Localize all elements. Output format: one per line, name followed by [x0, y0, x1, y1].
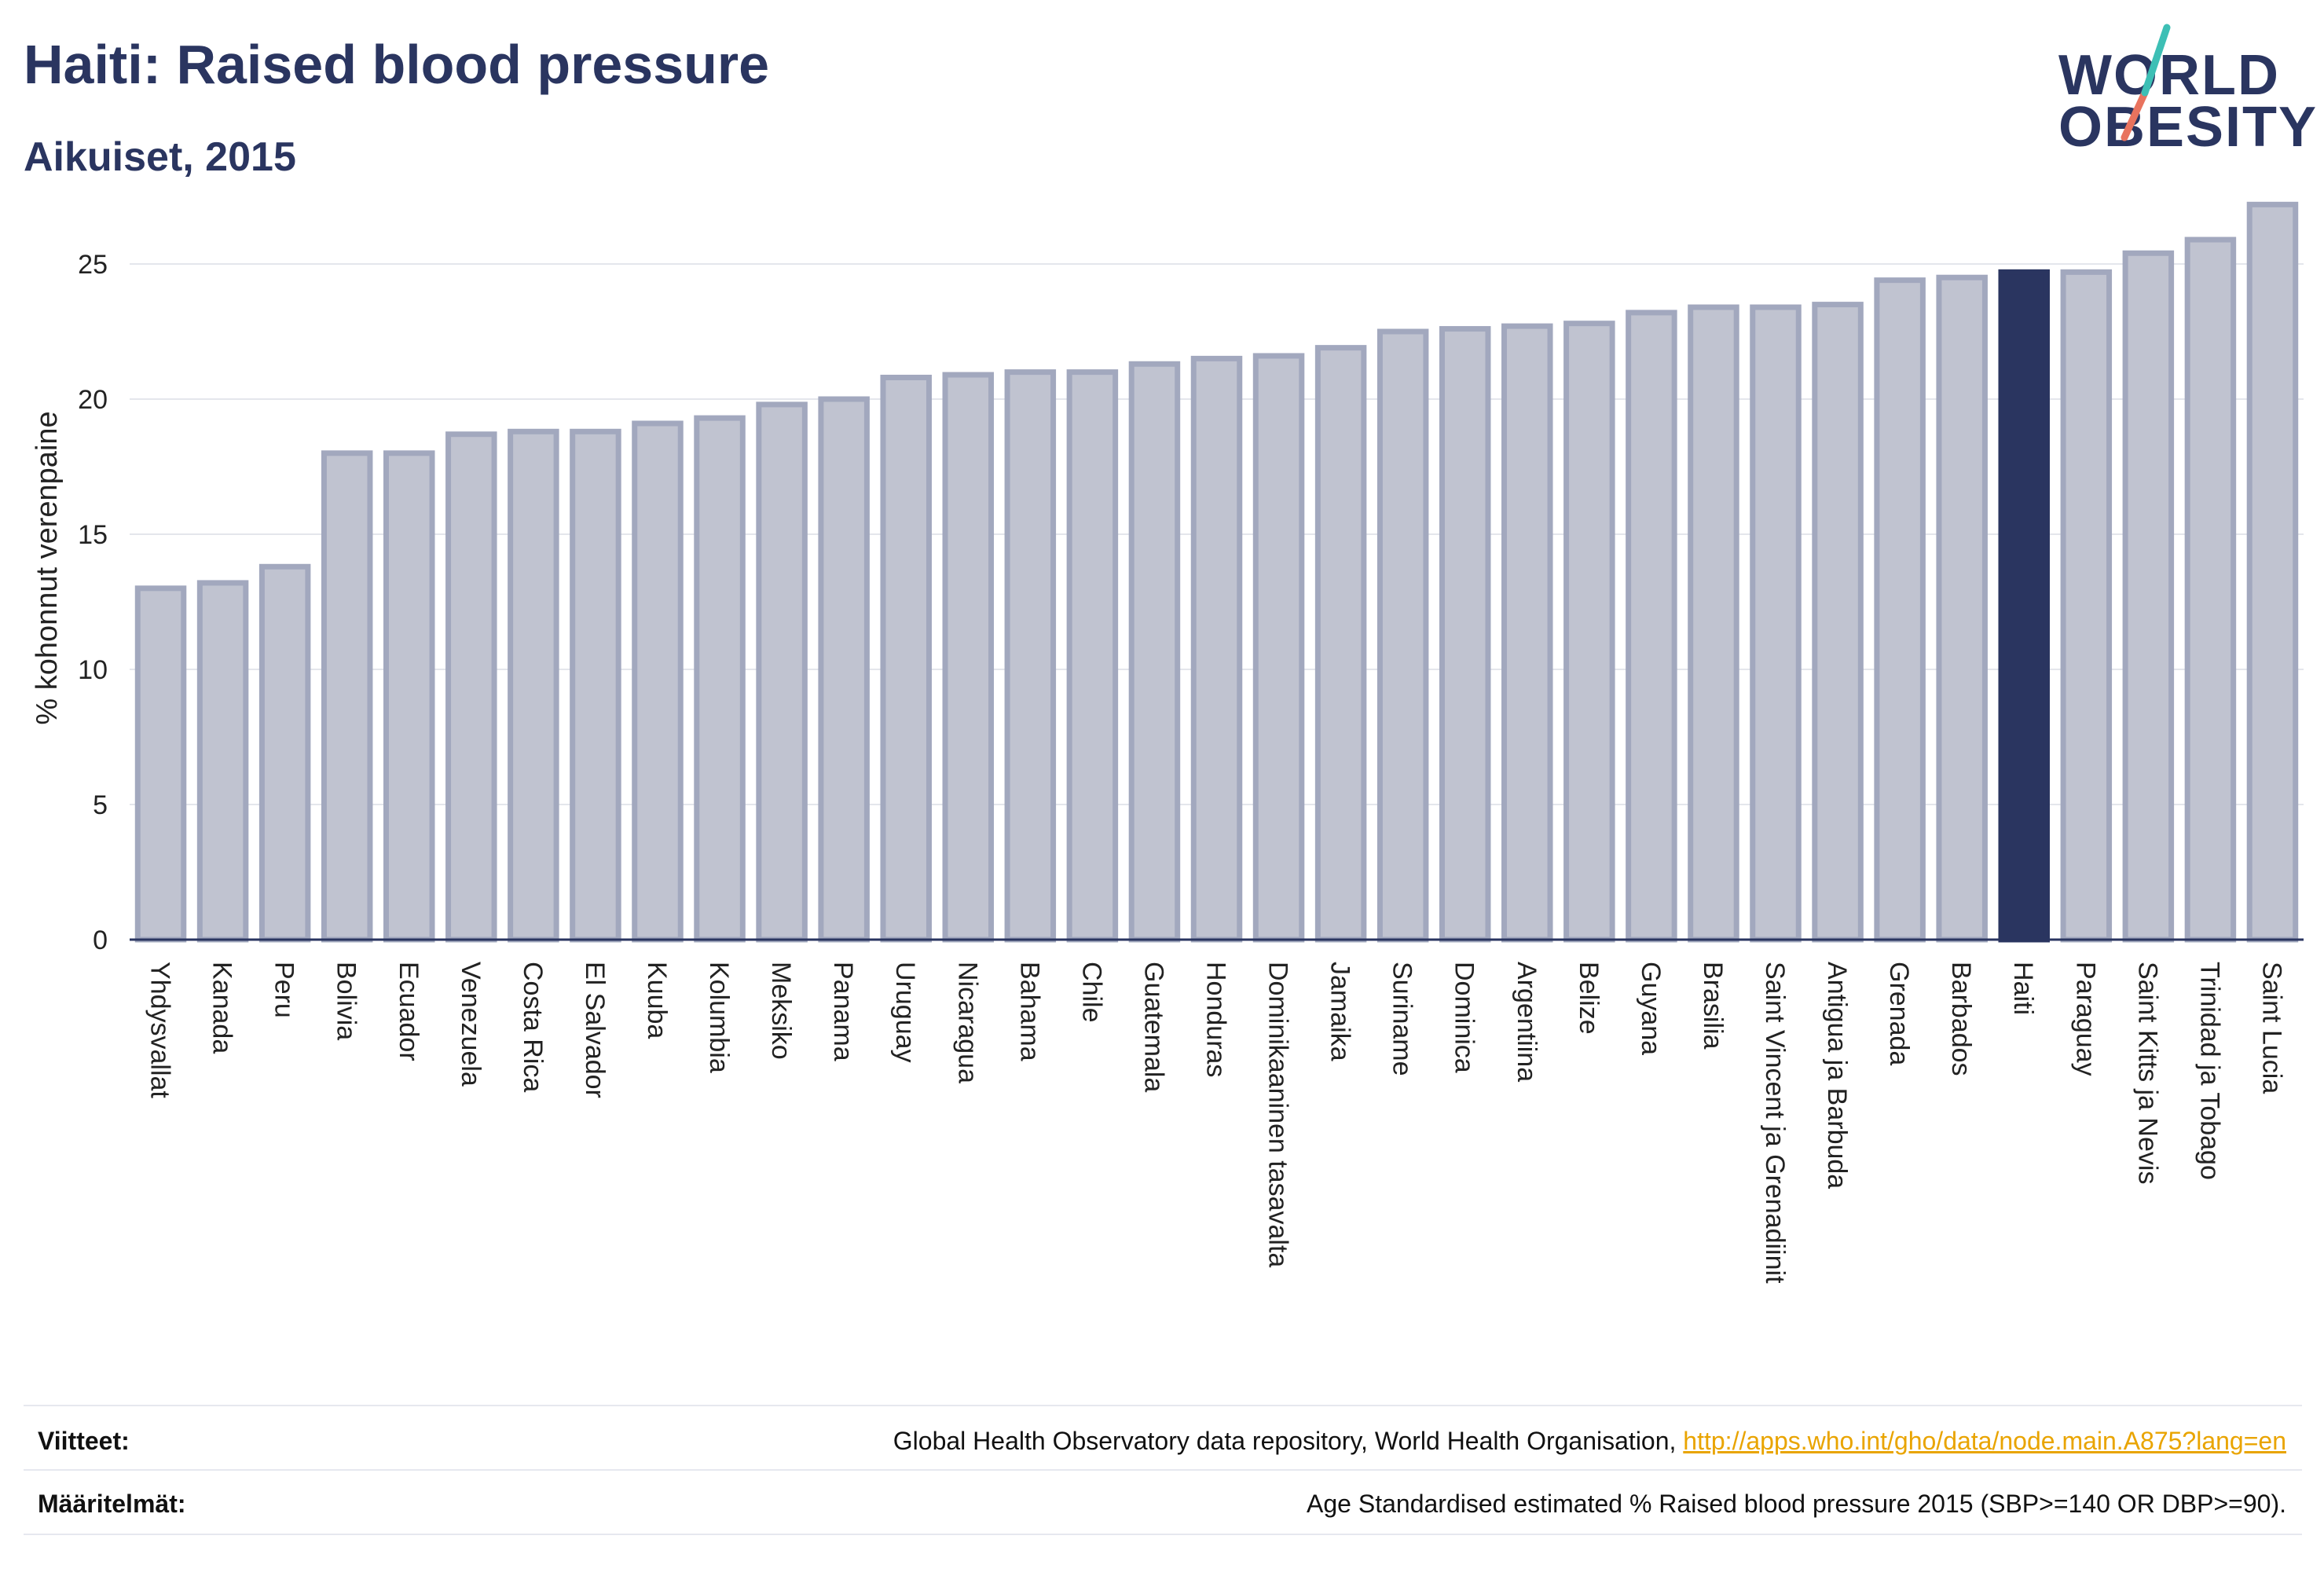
x-tick-label: Haiti: [2008, 962, 2038, 1015]
x-tick-label: Saint Kitts ja Nevis: [2132, 962, 2162, 1184]
bar: [1750, 304, 1802, 943]
x-tick-label: Belize: [1574, 962, 1604, 1035]
y-tick-label: 10: [78, 655, 108, 685]
definitions-label: Määritelmät:: [38, 1490, 186, 1518]
x-tick-label: Bolivia: [332, 962, 361, 1040]
logo-word-obesity: OBESITY: [2058, 96, 2319, 159]
bar: [1936, 274, 1988, 943]
x-tick-label: Kuuba: [642, 962, 672, 1039]
x-tick-label: Guatemala: [1138, 962, 1168, 1092]
bar: [258, 563, 311, 943]
definitions-text: Age Standardised estimated % Raised bloo…: [1307, 1490, 2286, 1518]
x-tick-label: Argentiina: [1512, 962, 1541, 1082]
footer-divider-top: [24, 1405, 2302, 1406]
bar-highlight: [1998, 269, 2050, 943]
bar: [570, 428, 621, 943]
bar: [383, 450, 435, 943]
x-tick-label: Nicaragua: [952, 962, 982, 1083]
x-tick-label: Uruguay: [890, 962, 920, 1063]
world-obesity-logo: WORLD OBESITY: [2043, 24, 2316, 165]
x-tick-label: Suriname: [1387, 962, 1417, 1076]
x-tick-label: Grenada: [1884, 962, 1914, 1065]
logo-word-world: WORLD: [2058, 44, 2280, 107]
bar: [321, 450, 373, 943]
x-tick-label: Dominica: [1450, 962, 1479, 1073]
x-tick-label: Guyana: [1636, 962, 1666, 1055]
x-tick-label: Barbados: [1946, 962, 1976, 1076]
bar: [2246, 201, 2299, 943]
bar: [1066, 369, 1119, 943]
chart-title: Haiti: Raised blood pressure: [24, 34, 770, 95]
sources-link[interactable]: http://apps.who.int/gho/data/node.main.A…: [1683, 1427, 2286, 1455]
y-tick-label: 25: [78, 250, 108, 280]
x-tick-label: Brasilia: [1698, 962, 1728, 1050]
bar: [1128, 361, 1181, 943]
bar: [508, 428, 559, 943]
bar: [1501, 323, 1553, 943]
x-tick-label: Panama: [828, 962, 858, 1061]
x-tick-label: Antigua ja Barbuda: [1822, 962, 1852, 1189]
bar: [445, 431, 497, 943]
bar: [1252, 353, 1305, 943]
x-tick-label: Kolumbia: [704, 962, 734, 1073]
x-tick-label: Paraguay: [2070, 962, 2100, 1076]
y-tick-label: 0: [93, 925, 108, 955]
footer-definitions-row: Määritelmät: Age Standardised estimated …: [24, 1490, 2302, 1524]
footer-divider-middle: [24, 1469, 2302, 1471]
x-tick-label: Kanada: [207, 962, 237, 1054]
bar-chart: 0 5 10 15 20 25 % kohonnut verenpaine Yhdysvall…: [31, 201, 2304, 1284]
x-tick-label: Trinidad ja Tobago: [2194, 962, 2224, 1180]
chart-subtitle: Aikuiset, 2015: [24, 134, 296, 180]
y-tick-label: 5: [93, 790, 108, 820]
bar: [1874, 277, 1926, 943]
x-tick-label: Saint Vincent ja Grenadiinit: [1760, 962, 1790, 1284]
x-tick-label: Ecuador: [394, 962, 423, 1061]
x-tick-label: Venezuela: [456, 962, 486, 1087]
bar: [694, 415, 746, 943]
bar: [2184, 236, 2237, 943]
bar: [942, 372, 995, 943]
x-tick-label: Chile: [1076, 962, 1106, 1022]
bar: [1563, 321, 1615, 943]
bar: [1314, 345, 1367, 943]
bar: [1688, 304, 1739, 943]
bar: [134, 585, 187, 943]
x-tick-label: Bahama: [1014, 962, 1044, 1061]
x-tick-label: Dominikaaninen tasavalta: [1263, 962, 1293, 1267]
x-tick-label: Costa Rica: [518, 962, 548, 1092]
bar: [196, 580, 249, 943]
bar: [880, 374, 932, 943]
footer-divider-bottom: [24, 1534, 2302, 1535]
y-axis-title: % kohonnut verenpaine: [31, 411, 64, 724]
x-tick-label: Saint Lucia: [2256, 962, 2286, 1094]
logo-slash-icon: [2121, 24, 2171, 141]
x-tick-label: Yhdysvallat: [145, 962, 175, 1098]
bar: [1439, 326, 1491, 943]
bar: [756, 401, 808, 943]
x-tick-label: El Salvador: [580, 962, 610, 1098]
bar: [632, 420, 684, 943]
bar: [2060, 269, 2113, 943]
x-tick-label: Honduras: [1201, 962, 1231, 1077]
bar: [1812, 302, 1864, 943]
x-tick-label: Peru: [269, 962, 299, 1018]
x-tick-label: Meksiko: [766, 962, 796, 1060]
y-tick-label: 20: [78, 385, 108, 415]
footer-sources-row: Viitteet: Global Health Observatory data…: [24, 1427, 2302, 1461]
bar: [1190, 355, 1243, 943]
bar: [818, 396, 870, 943]
bar: [1626, 310, 1677, 943]
x-tick-label: Jamaika: [1325, 962, 1355, 1061]
sources-label: Viitteet:: [38, 1427, 130, 1455]
sources-value: Global Health Observatory data repositor…: [893, 1427, 2286, 1456]
bar: [1376, 328, 1429, 943]
sources-text: Global Health Observatory data repositor…: [893, 1427, 1684, 1455]
y-tick-label: 15: [78, 520, 108, 550]
bar: [1004, 369, 1057, 943]
bar: [2122, 250, 2175, 943]
